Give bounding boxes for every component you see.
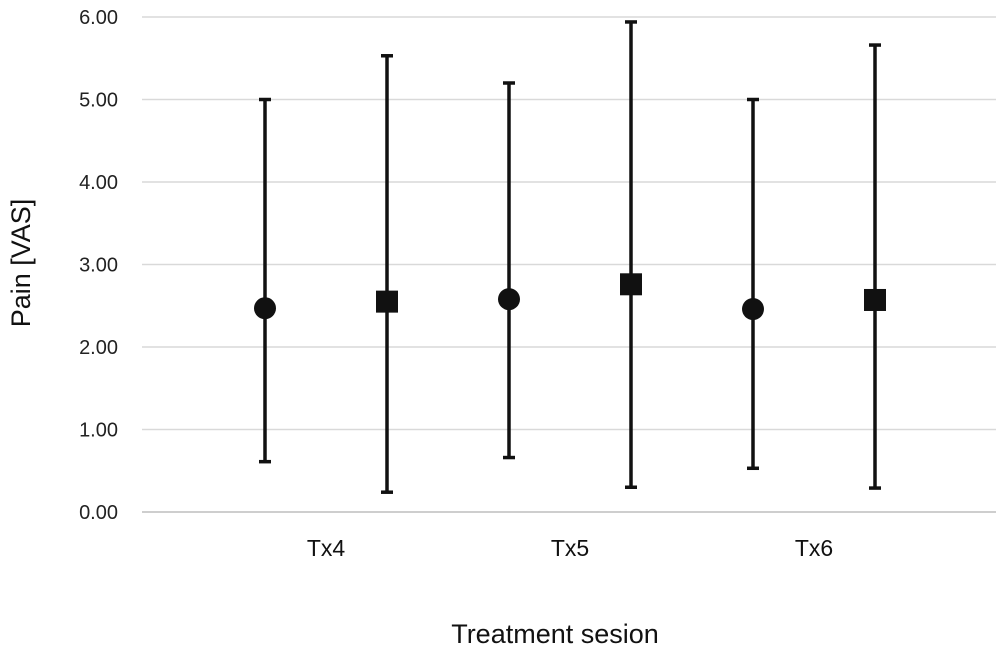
y-tick-label: 2.00: [79, 337, 118, 359]
x-axis-title: Treatment sesion: [451, 619, 659, 649]
x-category-label: Tx5: [551, 535, 589, 561]
y-axis-title: Pain [VAS]: [6, 199, 36, 328]
data-point-circle: [742, 298, 764, 321]
gridlines: [142, 16, 996, 513]
y-tick-label: 5.00: [79, 90, 118, 112]
series-2: [376, 20, 886, 494]
y-tick-label: 4.00: [79, 172, 118, 194]
data-point-circle: [254, 297, 276, 320]
x-category-label: Tx4: [307, 535, 346, 561]
data-series: [254, 20, 886, 494]
y-tick-label: 0.00: [79, 502, 118, 524]
y-tick-label: 1.00: [79, 420, 118, 442]
data-point-square: [620, 273, 642, 296]
data-point-square: [376, 290, 398, 313]
x-category-label: Tx6: [795, 535, 833, 561]
y-tick-label: 6.00: [79, 7, 118, 29]
data-point-circle: [498, 288, 520, 311]
data-point-square: [864, 288, 886, 311]
category-labels: Tx4 Tx5 Tx6: [307, 535, 833, 561]
y-tick-labels: 0.00 1.00 2.00 3.00 4.00 5.00 6.00: [79, 7, 118, 524]
series-1: [254, 81, 764, 471]
y-tick-label: 3.00: [79, 255, 118, 277]
